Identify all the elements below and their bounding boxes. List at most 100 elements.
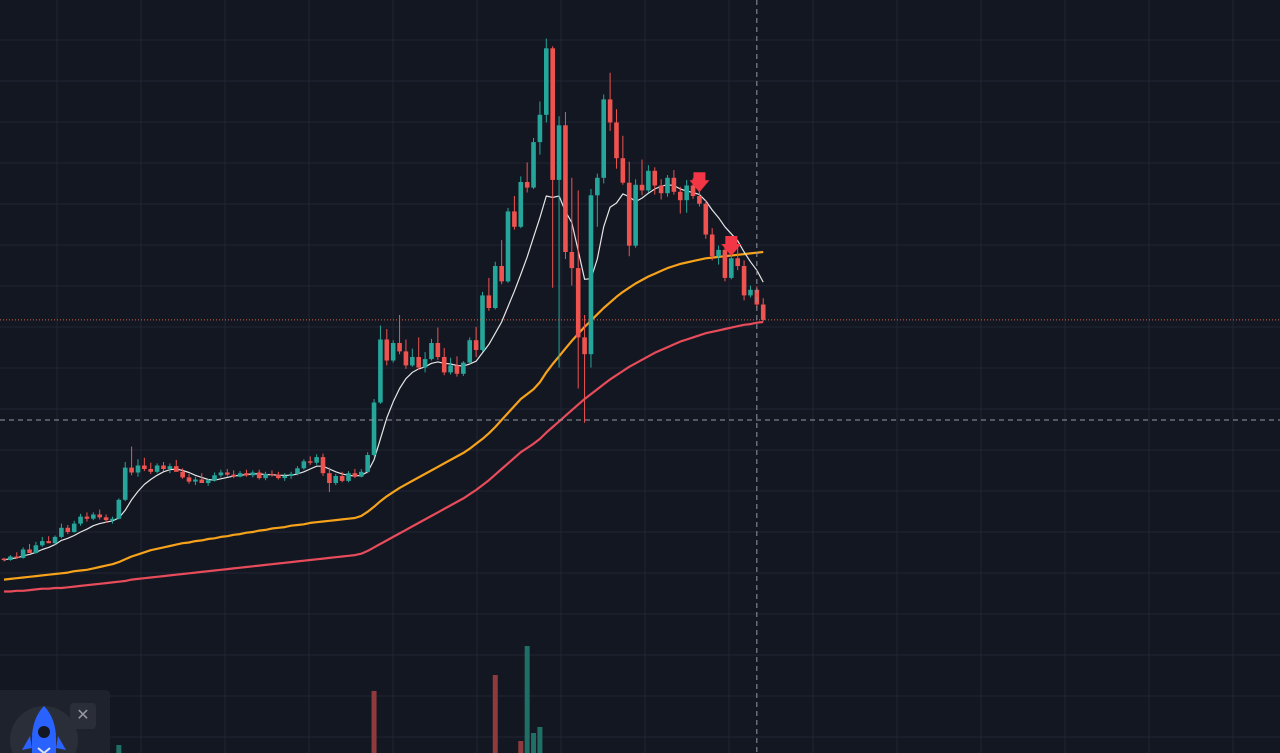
candle-body [295, 468, 300, 474]
candle-body [91, 514, 96, 519]
candle-body [390, 343, 396, 361]
candle-body [518, 182, 524, 227]
candle-body [671, 177, 677, 192]
candle-body [346, 473, 351, 481]
candle-body [378, 339, 383, 403]
candle-body [461, 362, 466, 374]
candle-body [697, 196, 702, 204]
candle-body [601, 99, 607, 178]
candle-body [524, 182, 530, 188]
candle-body [320, 457, 326, 474]
candle-body [116, 499, 122, 519]
candle-body [544, 48, 549, 115]
candle-body [371, 402, 377, 455]
moving-averages [3, 184, 764, 593]
candle-body [626, 182, 632, 246]
candle-body [365, 455, 370, 472]
candle-body [410, 357, 415, 366]
signals [689, 172, 742, 256]
candle-body [244, 473, 249, 476]
candle-body [403, 351, 409, 366]
candle-body [729, 258, 734, 278]
candle-body [173, 466, 179, 472]
candle-body [27, 549, 32, 553]
sell-signal-marker [689, 172, 710, 193]
candle-body [129, 467, 134, 473]
ma-slow-line [4, 320, 764, 593]
candle-body [46, 541, 51, 544]
candle-body [180, 471, 185, 478]
candle-body [225, 472, 230, 475]
candle-body [307, 461, 313, 463]
candle-body [352, 473, 358, 477]
candle-body [569, 252, 575, 269]
candle-body [607, 99, 613, 123]
candle-body [39, 541, 45, 546]
candle-body [14, 556, 20, 558]
close-icon[interactable]: ✕ [70, 703, 96, 729]
volume-bar [518, 741, 524, 753]
candle-body [735, 258, 740, 266]
candle-body [480, 295, 485, 350]
volume-bar [116, 745, 122, 753]
volume-bar [492, 675, 498, 753]
candle-body [148, 469, 154, 472]
candle-body [690, 185, 696, 196]
candle-body [448, 365, 453, 373]
candle-body [550, 48, 555, 180]
candle-body [473, 340, 479, 350]
candles [1, 38, 766, 562]
candle-body [218, 472, 224, 476]
candle-body [499, 266, 504, 282]
candle-body [658, 185, 664, 194]
candle-body [684, 185, 689, 201]
candle-body [582, 337, 587, 355]
candle-body [167, 466, 173, 469]
candle-body [595, 177, 600, 196]
candle-body [563, 125, 568, 252]
candle-body [575, 268, 581, 338]
candle-body [633, 184, 638, 246]
candle-body [110, 518, 115, 521]
volume-bar [531, 733, 537, 753]
candle-body [620, 158, 626, 183]
candle-body [537, 114, 543, 143]
candle-body [703, 203, 709, 235]
candle-body [276, 474, 281, 479]
candle-body [142, 465, 147, 469]
candle-body [231, 474, 236, 477]
volume-bar [524, 646, 530, 753]
candle-body [288, 473, 294, 476]
candle-body [161, 465, 166, 469]
candle-body [301, 461, 307, 469]
candle-body [422, 359, 428, 368]
ma-mid-line [3, 250, 764, 581]
candle-body [677, 191, 683, 201]
candle-body [212, 475, 217, 481]
candle-body [65, 527, 71, 532]
candle-body [71, 523, 77, 532]
candle-body [716, 249, 721, 257]
candle-body [429, 343, 434, 360]
candle-body [556, 125, 562, 180]
candle-body [78, 516, 83, 524]
rocket-icon[interactable] [0, 690, 110, 753]
candle-body [154, 465, 160, 472]
candle-body [760, 304, 766, 320]
candle-body [614, 122, 619, 159]
candle-body [8, 556, 13, 560]
candle-body [652, 170, 658, 186]
candle-body [486, 295, 492, 308]
candle-body [358, 471, 364, 477]
candle-body [33, 545, 39, 553]
candle-body [52, 536, 58, 544]
candle-body [512, 211, 517, 227]
candle-body [505, 211, 511, 282]
candle-body [193, 479, 198, 482]
candle-body [186, 477, 192, 482]
candle-body [20, 549, 26, 558]
